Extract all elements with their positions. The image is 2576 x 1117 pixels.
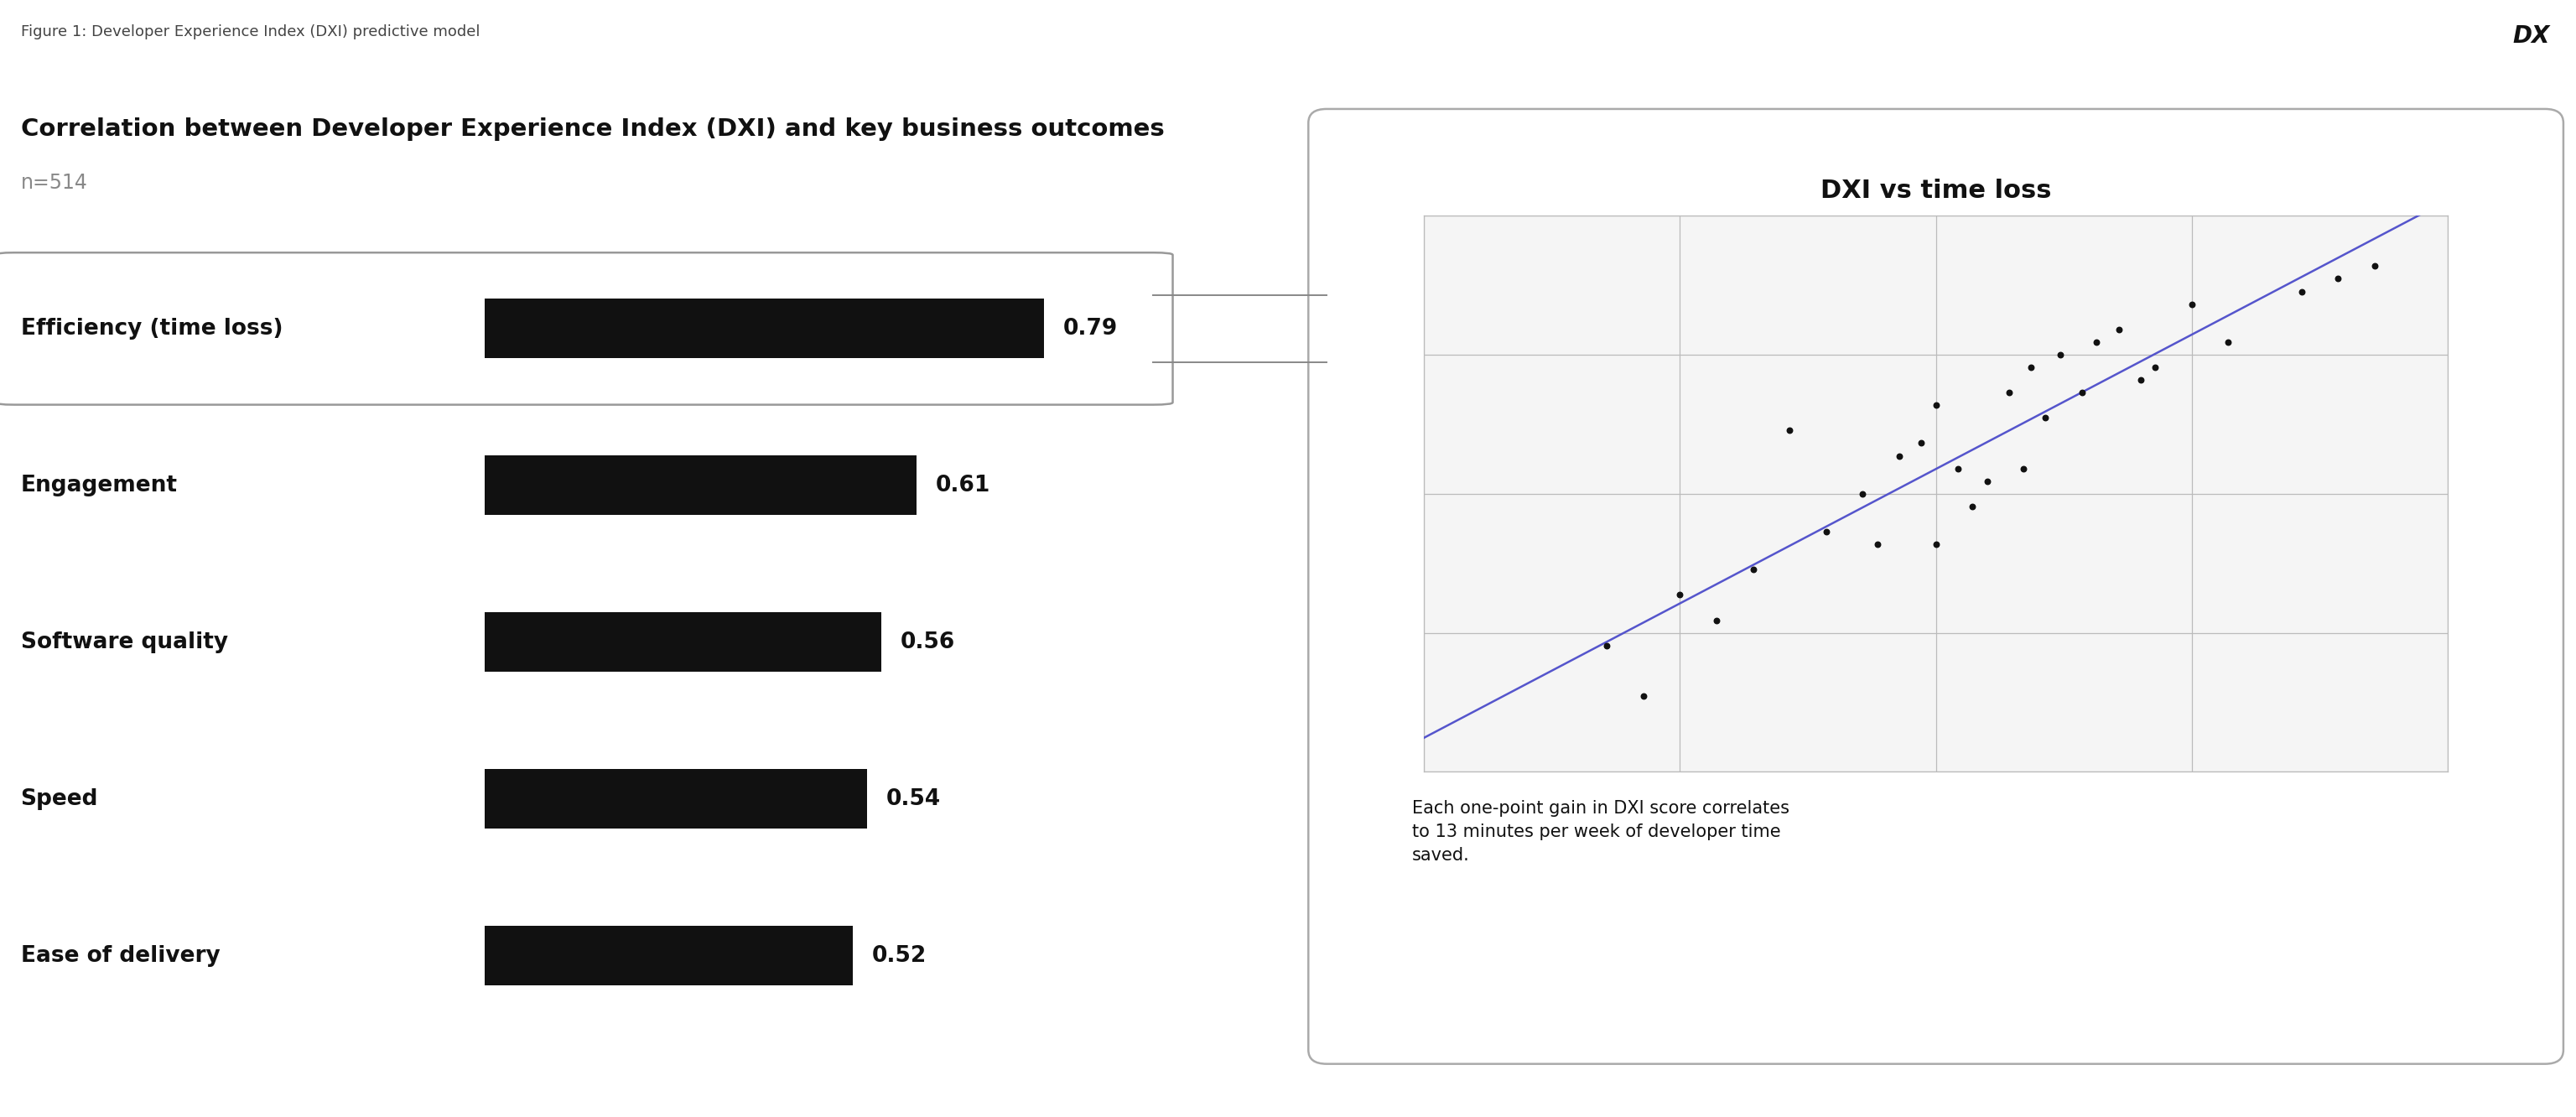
Point: [2318, 270, 2360, 288]
Point: [1806, 523, 1847, 541]
Text: Each one-point gain in DXI score correlates
to 13 minutes per week of developer : Each one-point gain in DXI score correla…: [1412, 800, 1790, 863]
Point: [1659, 586, 1700, 604]
Point: [2172, 295, 2213, 313]
Point: [2040, 346, 2081, 364]
Text: Efficiency (time loss): Efficiency (time loss): [21, 317, 283, 340]
Point: [1917, 397, 1958, 414]
Bar: [484, 770, 866, 829]
Point: [2280, 283, 2321, 300]
Text: Figure 1: Developer Experience Index (DXI) predictive model: Figure 1: Developer Experience Index (DX…: [21, 25, 479, 40]
Point: [1623, 687, 1664, 705]
Point: [1901, 435, 1942, 452]
Text: 0.54: 0.54: [886, 789, 940, 810]
Point: [2009, 359, 2050, 376]
Bar: [484, 299, 1043, 359]
FancyBboxPatch shape: [0, 252, 1172, 404]
Point: [2136, 359, 2177, 376]
Text: 0.61: 0.61: [935, 475, 992, 496]
Text: 0.79: 0.79: [1064, 317, 1118, 340]
Text: DX: DX: [2514, 25, 2550, 48]
Text: 0.56: 0.56: [902, 631, 956, 653]
Bar: [484, 612, 881, 672]
Point: [1857, 535, 1899, 553]
Text: DXI vs time loss: DXI vs time loss: [1821, 179, 2050, 203]
Text: Ease of delivery: Ease of delivery: [21, 945, 219, 967]
Text: n=514: n=514: [21, 173, 88, 193]
Bar: [484, 456, 917, 515]
Bar: [484, 926, 853, 985]
Point: [2025, 409, 2066, 427]
Point: [2061, 383, 2102, 401]
Text: 0.52: 0.52: [871, 945, 927, 967]
Point: [1878, 447, 1919, 465]
Text: Engagement: Engagement: [21, 475, 178, 496]
Text: Correlation between Developer Experience Index (DXI) and key business outcomes: Correlation between Developer Experience…: [21, 117, 1164, 141]
Point: [1587, 637, 1628, 655]
Text: Software quality: Software quality: [21, 631, 227, 653]
Point: [1695, 611, 1736, 629]
Point: [1989, 383, 2030, 401]
Point: [2208, 333, 2249, 351]
FancyBboxPatch shape: [1309, 109, 2563, 1063]
Point: [1937, 459, 1978, 477]
Point: [2004, 459, 2045, 477]
Point: [2120, 371, 2161, 389]
Point: [2354, 257, 2396, 275]
Point: [2076, 333, 2117, 351]
Text: Speed: Speed: [21, 789, 98, 810]
Point: [1965, 472, 2007, 490]
Point: [2097, 321, 2138, 338]
Point: [1842, 485, 1883, 503]
Point: [1917, 535, 1958, 553]
Point: [1953, 497, 1994, 515]
Point: [1770, 421, 1811, 439]
Point: [1734, 561, 1775, 579]
